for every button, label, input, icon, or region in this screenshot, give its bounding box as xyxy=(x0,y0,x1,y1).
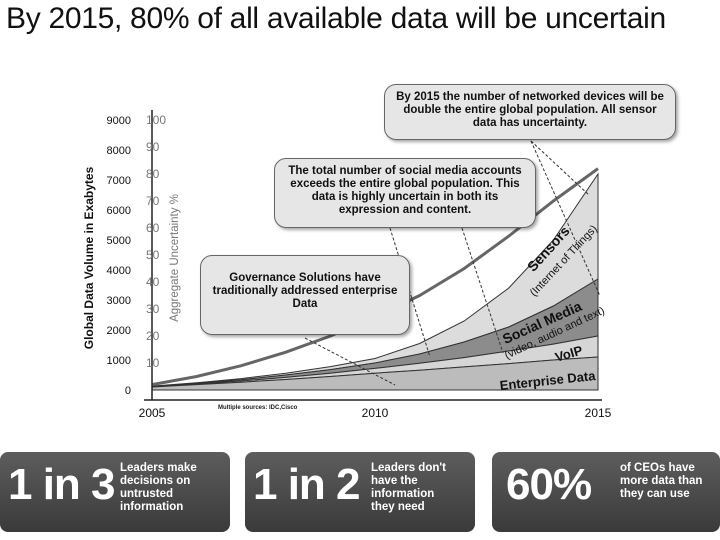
y-tick-label: 2000 xyxy=(107,325,131,337)
stat-description: Leaders make decisions on untrusted info… xyxy=(120,462,197,513)
y2-axis-title: Aggregate Uncertainty % xyxy=(169,194,181,322)
callout-social-media: The total number of social media account… xyxy=(274,158,536,228)
y2-tick-label: 100 xyxy=(146,113,166,127)
y-tick-label: 3000 xyxy=(107,295,131,307)
y2-tick-label: 60 xyxy=(146,221,160,235)
y-tick-label: 9000 xyxy=(107,115,131,127)
x-tick-label: 2010 xyxy=(362,406,389,420)
area-enterprise-data xyxy=(151,356,599,391)
pointer-devices-1 xyxy=(530,140,590,196)
y2-tick-label: 90 xyxy=(146,140,160,154)
y-tick-label: 0 xyxy=(125,385,131,397)
x-tick-label: 2015 xyxy=(585,406,612,420)
y2-tick-label: 10 xyxy=(146,356,160,370)
callout-networked-devices: By 2015 the number of networked devices … xyxy=(384,84,676,140)
y-axis-title: Global Data Volume in Exabytes xyxy=(82,166,96,349)
y2-tick-label: 20 xyxy=(146,329,160,343)
page-title: By 2015, 80% of all available data will … xyxy=(6,2,666,35)
stat-box-ceos: 60% of CEOs have more data than they can… xyxy=(492,452,720,532)
stat-value: 1 in 3 xyxy=(8,460,115,509)
y2-tick-label: 70 xyxy=(146,194,160,208)
y2-tick-label: 40 xyxy=(146,275,160,289)
stat-value: 60% xyxy=(506,460,592,509)
y2-tick-label: 50 xyxy=(146,248,160,262)
pointer-social-2 xyxy=(461,227,504,354)
stat-value: 1 in 2 xyxy=(253,460,360,509)
y2-tick-label: 80 xyxy=(146,167,160,181)
y-tick-label: 7000 xyxy=(107,175,131,187)
y2-tick-label: 30 xyxy=(146,302,160,316)
x-tick-label: 2005 xyxy=(139,406,166,420)
pointer-devices-2 xyxy=(530,140,601,297)
stat-description: of CEOs have more data than they can use xyxy=(620,462,703,500)
stat-box-untrusted: 1 in 3 Leaders make decisions on untrust… xyxy=(0,452,230,532)
callout-governance: Governance Solutions have traditionally … xyxy=(200,255,410,335)
sources-note: Multiple sources: IDC,Cisco xyxy=(218,405,298,411)
pointer-social-1 xyxy=(389,227,431,358)
y-tick-label: 6000 xyxy=(107,205,131,217)
axis-layer xyxy=(144,110,602,401)
pointer-governance xyxy=(304,337,396,386)
y-tick-label: 8000 xyxy=(107,145,131,157)
label-voip: VoIP xyxy=(553,343,584,365)
stat-box-missing-info: 1 in 2 Leaders don't have the informatio… xyxy=(245,452,475,532)
stat-description: Leaders don't have the information they … xyxy=(371,462,446,513)
y-tick-label: 5000 xyxy=(107,235,131,247)
y-tick-label: 4000 xyxy=(107,265,131,277)
y-tick-label: 1000 xyxy=(107,355,131,367)
